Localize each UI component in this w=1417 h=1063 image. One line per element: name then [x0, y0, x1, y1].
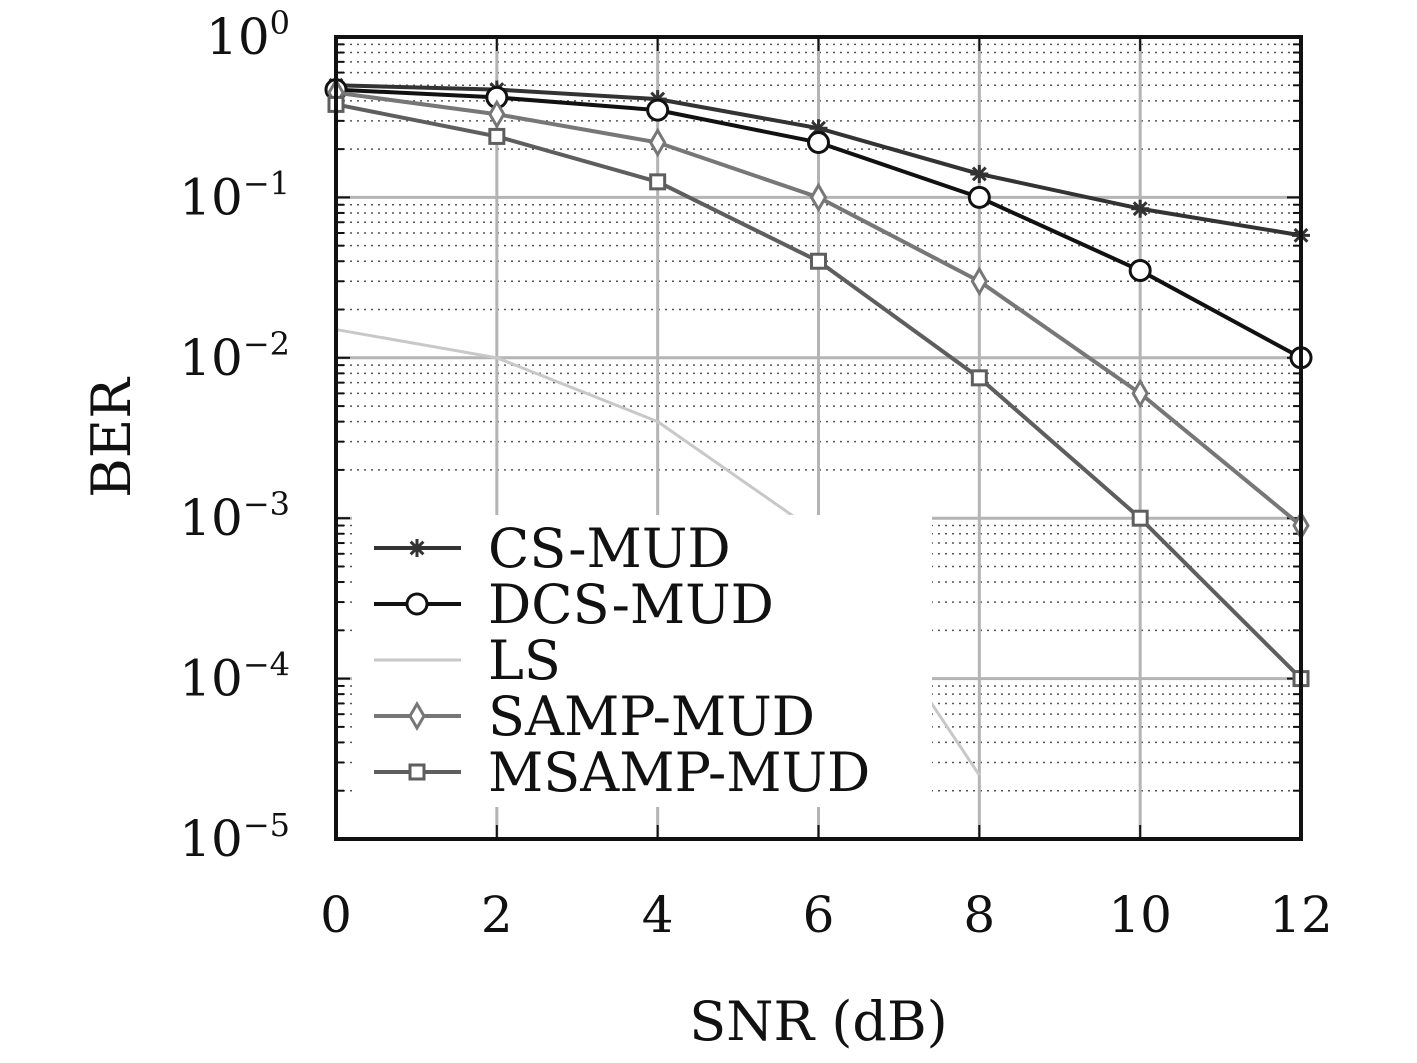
data-point: [1131, 509, 1149, 527]
legend-item: DCS-MUD: [374, 573, 774, 636]
data-point: [648, 127, 667, 158]
legend-label: SAMP-MUD: [488, 685, 815, 748]
x-tick-label: 8: [963, 886, 995, 944]
x-tick-label: 12: [1269, 886, 1333, 944]
legend-label: LS: [488, 629, 561, 692]
marker-stroke: [1132, 201, 1148, 217]
data-point: [970, 369, 988, 387]
x-axis-label: SNR (dB): [689, 990, 947, 1053]
y-tick-label: 100: [206, 4, 290, 66]
legend-item: MSAMP-MUD: [374, 741, 870, 804]
legend-item: LS: [374, 629, 561, 692]
marker-stroke: [971, 166, 987, 182]
marker-stroke: [409, 540, 425, 556]
y-axis-label: BER: [80, 377, 143, 498]
series-group: [324, 76, 1313, 777]
x-tick-label: 10: [1108, 886, 1172, 944]
y-tick-label: 10−5: [179, 806, 290, 868]
data-point: [646, 98, 670, 122]
data-point: [970, 266, 989, 297]
data-point: [810, 252, 827, 270]
x-tick-labels: 0 2 4 6 8 10 12: [320, 886, 1333, 944]
y-tick-label: 10−3: [179, 485, 290, 547]
data-point: [1131, 199, 1150, 218]
data-point: [1131, 378, 1149, 409]
series-dcs-mud: [324, 78, 1313, 370]
y-tick-label: 10−2: [179, 325, 290, 387]
legend-marker: [408, 701, 426, 731]
data-point: [1128, 259, 1152, 283]
series-msamp-mud: [327, 95, 1310, 688]
legend-marker: [408, 763, 426, 781]
y-tick-label: 10−1: [179, 164, 290, 226]
y-tick-label: 10−4: [179, 646, 290, 708]
data-point: [488, 127, 506, 145]
x-tick-label: 4: [642, 886, 674, 944]
legend-label: MSAMP-MUD: [488, 741, 870, 804]
legend-marker: [408, 539, 426, 557]
data-point: [970, 164, 989, 183]
plot-frame: [334, 35, 1303, 841]
x-tick-label: 6: [803, 886, 835, 944]
x-tick-label: 2: [481, 886, 513, 944]
legend-item: SAMP-MUD: [374, 685, 815, 748]
data-point: [649, 173, 667, 191]
data-point: [488, 99, 506, 130]
data-point: [809, 182, 828, 213]
legend-label: CS-MUD: [488, 517, 731, 580]
legend-label: DCS-MUD: [488, 573, 774, 636]
data-point: [807, 130, 830, 154]
data-point: [967, 185, 991, 209]
y-tick-labels: 100 10−1 10−2 10−3 10−4 10−5: [179, 4, 290, 868]
legend-item: CS-MUD: [374, 517, 731, 580]
legend-marker: [405, 592, 429, 616]
x-tick-label: 0: [320, 886, 352, 944]
